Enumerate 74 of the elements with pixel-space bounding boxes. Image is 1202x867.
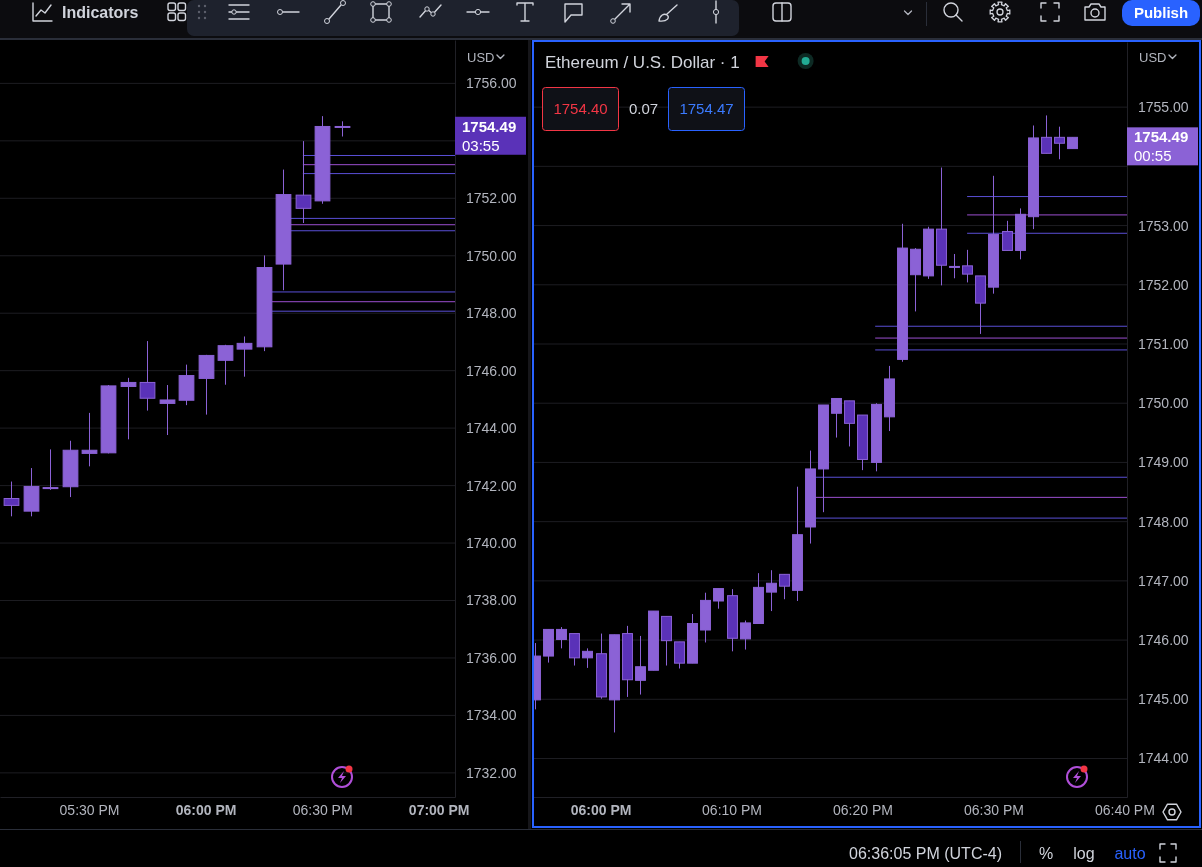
candlestick <box>159 384 176 436</box>
x-tick-label: 06:20 PM <box>832 801 893 818</box>
candlestick <box>217 344 234 386</box>
text: auto <box>1114 845 1146 862</box>
candlestick <box>949 253 960 279</box>
text: % <box>1038 845 1054 862</box>
x-tick-label: 06:00 PM <box>175 801 237 818</box>
y-tick-label: 1744.00 <box>1138 750 1189 767</box>
candlestick <box>3 481 20 517</box>
y-tick-label: 1752.00 <box>466 190 517 207</box>
y-tick-label: 1752.00 <box>1138 276 1189 293</box>
x-tick-label: 06:30 PM <box>292 801 353 818</box>
y-tick-label: 1748.00 <box>466 305 517 322</box>
text: Ethereum / U.S. Dollar · 1 <box>545 53 740 72</box>
candlestick <box>42 448 59 491</box>
candlestick <box>674 641 685 669</box>
candlestick <box>1054 126 1065 160</box>
y-axis-title: USD <box>1139 50 1167 65</box>
y-tick-label: 1751.00 <box>1138 335 1189 352</box>
y-tick-label: 1750.00 <box>1138 395 1189 412</box>
annotation: 1754.47 <box>679 100 734 117</box>
annotation: 1754.40 <box>553 100 608 117</box>
y-tick-label: 1749.00 <box>1138 454 1189 471</box>
text: Publish <box>1133 4 1189 21</box>
y-tick-label: 1753.00 <box>1138 217 1189 234</box>
y-tick-label: 1748.00 <box>1138 513 1189 530</box>
candlestick <box>635 635 646 696</box>
x-tick-label: 06:00 PM <box>570 801 632 818</box>
candlestick <box>295 140 312 224</box>
y-tick-label: 1740.00 <box>466 535 517 552</box>
candlestick <box>236 335 253 378</box>
candlestick <box>779 573 790 600</box>
text: 1754.49 <box>462 117 517 135</box>
candlestick <box>198 354 215 416</box>
text: 06:36:05 PM (UTC-4) <box>849 845 1002 862</box>
text: 00:55 <box>1134 147 1172 165</box>
candlestick <box>740 620 751 651</box>
candlestick <box>120 377 137 440</box>
y-tick-label: 1734.00 <box>466 707 517 724</box>
candlestick <box>766 569 777 612</box>
y-tick-label: 1747.00 <box>1138 572 1189 589</box>
candlestick <box>81 412 98 467</box>
candlestick <box>713 588 724 610</box>
text: Indicators <box>62 4 139 21</box>
x-tick-label: 07:00 PM <box>408 801 470 818</box>
y-tick-label: 1744.00 <box>466 420 517 437</box>
candlestick <box>831 397 842 439</box>
candlestick <box>582 647 593 669</box>
candlestick <box>962 249 973 283</box>
y-tick-label: 1736.00 <box>466 649 517 666</box>
x-tick-label: 06:30 PM <box>963 801 1024 818</box>
text: 03:55 <box>462 136 500 154</box>
candlestick <box>139 340 156 412</box>
y-tick-label: 1732.00 <box>466 764 517 781</box>
y-tick-label: 1746.00 <box>466 362 517 379</box>
text: 1754.49 <box>1134 128 1189 146</box>
y-axis-title: USD <box>467 50 495 65</box>
candlestick <box>1041 114 1052 154</box>
candlestick <box>844 400 855 447</box>
annotation: 0.07 <box>628 100 659 117</box>
y-tick-label: 1756.00 <box>466 75 517 92</box>
text: log <box>1073 845 1095 862</box>
y-tick-label: 1750.00 <box>466 247 517 264</box>
candlestick <box>556 626 567 649</box>
x-tick-label: 05:30 PM <box>59 801 120 818</box>
x-tick-label: 06:40 PM <box>1094 801 1155 818</box>
y-tick-label: 1755.00 <box>1138 99 1189 116</box>
y-tick-label: 1745.00 <box>1138 691 1189 708</box>
candlestick <box>1002 220 1013 251</box>
y-tick-label: 1746.00 <box>1138 632 1189 649</box>
y-tick-label: 1738.00 <box>466 592 517 609</box>
y-tick-label: 1742.00 <box>466 477 517 494</box>
candlestick <box>334 120 351 138</box>
x-tick-label: 06:10 PM <box>702 801 763 818</box>
